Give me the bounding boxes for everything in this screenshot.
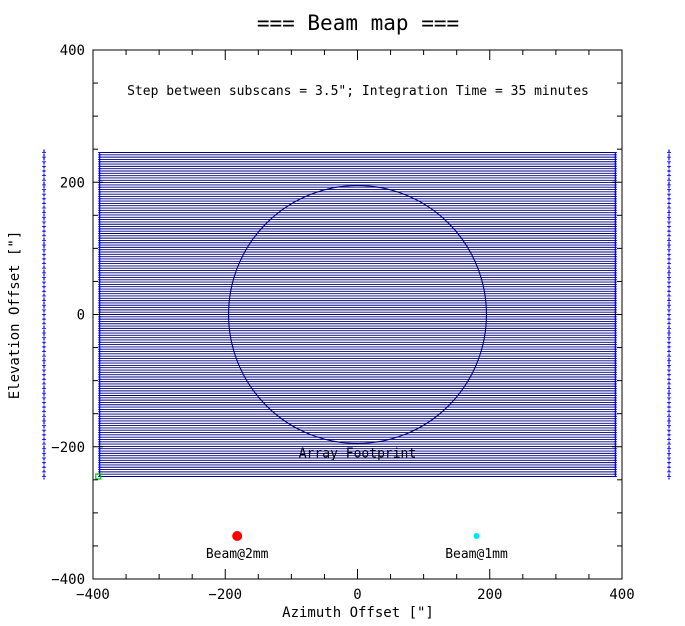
x-tick-label: 0 bbox=[353, 587, 361, 603]
y-tick-label: 200 bbox=[60, 175, 85, 191]
y-tick-label: −400 bbox=[51, 572, 85, 588]
y-tick-label: 400 bbox=[60, 43, 85, 59]
x-tick-label: 200 bbox=[477, 587, 502, 603]
beam-markers: Beam@2mm Beam@1mm bbox=[206, 531, 508, 562]
subscan-lines bbox=[99, 152, 616, 477]
x-axis-label: Azimuth Offset ["] bbox=[282, 605, 434, 621]
beam-label-1: Beam@1mm bbox=[445, 547, 508, 562]
chart-subtitle: Step between subscans = 3.5"; Integratio… bbox=[127, 84, 589, 99]
y-axis-label: Elevation Offset ["] bbox=[7, 231, 23, 400]
x-tick-label: −200 bbox=[208, 587, 242, 603]
array-footprint bbox=[228, 185, 487, 444]
x-tick-label: 400 bbox=[609, 587, 634, 603]
y-tick-label: 0 bbox=[77, 308, 85, 324]
chart-title: === Beam map === bbox=[257, 11, 459, 35]
footprint-label: Array Footprint bbox=[299, 446, 416, 461]
axis-ticks: −400 −200 0 200 400 −400 −200 0 200 400 bbox=[51, 43, 634, 603]
scan-start-marker bbox=[95, 473, 102, 480]
y-tick-label: −200 bbox=[51, 440, 85, 456]
beam-label-0: Beam@2mm bbox=[206, 547, 269, 562]
x-tick-label: −400 bbox=[76, 587, 110, 603]
beam-marker-0 bbox=[232, 531, 243, 542]
footprint-circle bbox=[228, 185, 487, 444]
beam-marker-1 bbox=[473, 533, 480, 540]
